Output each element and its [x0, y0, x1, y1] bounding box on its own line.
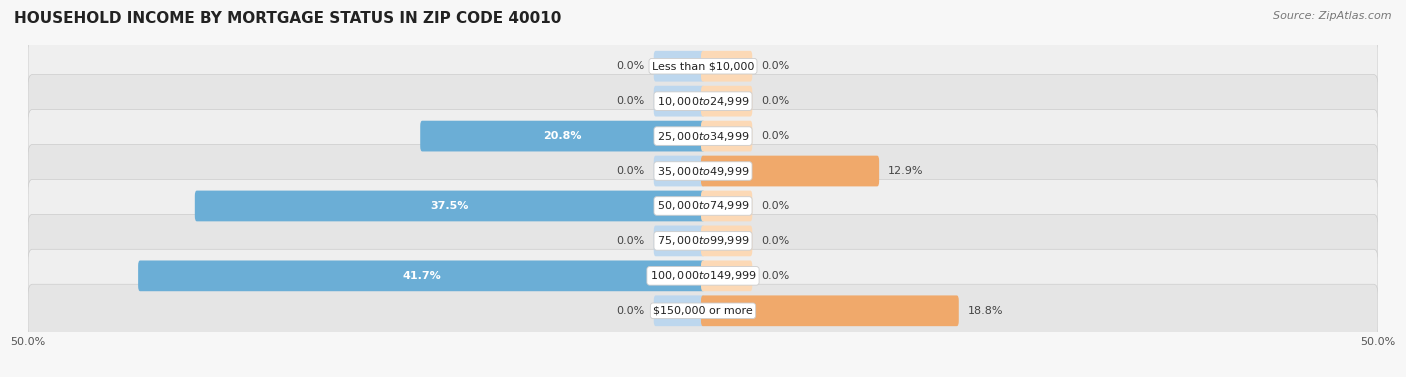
FancyBboxPatch shape: [702, 261, 752, 291]
FancyBboxPatch shape: [28, 40, 1378, 93]
FancyBboxPatch shape: [28, 284, 1378, 337]
Text: 0.0%: 0.0%: [761, 96, 789, 106]
FancyBboxPatch shape: [654, 225, 704, 256]
Text: 0.0%: 0.0%: [617, 236, 645, 246]
FancyBboxPatch shape: [28, 249, 1378, 302]
Text: $100,000 to $149,999: $100,000 to $149,999: [650, 269, 756, 282]
FancyBboxPatch shape: [654, 156, 704, 186]
FancyBboxPatch shape: [654, 86, 704, 116]
Text: HOUSEHOLD INCOME BY MORTGAGE STATUS IN ZIP CODE 40010: HOUSEHOLD INCOME BY MORTGAGE STATUS IN Z…: [14, 11, 561, 26]
Text: $35,000 to $49,999: $35,000 to $49,999: [657, 164, 749, 178]
Text: 0.0%: 0.0%: [617, 61, 645, 71]
Text: 37.5%: 37.5%: [430, 201, 470, 211]
FancyBboxPatch shape: [702, 225, 752, 256]
Text: 0.0%: 0.0%: [761, 131, 789, 141]
FancyBboxPatch shape: [702, 121, 752, 152]
Text: 0.0%: 0.0%: [761, 61, 789, 71]
Text: 41.7%: 41.7%: [402, 271, 441, 281]
Text: 0.0%: 0.0%: [617, 166, 645, 176]
FancyBboxPatch shape: [28, 215, 1378, 267]
Text: 0.0%: 0.0%: [617, 96, 645, 106]
Text: $50,000 to $74,999: $50,000 to $74,999: [657, 199, 749, 213]
FancyBboxPatch shape: [195, 191, 704, 221]
FancyBboxPatch shape: [702, 51, 752, 81]
Text: 0.0%: 0.0%: [761, 236, 789, 246]
Text: $25,000 to $34,999: $25,000 to $34,999: [657, 130, 749, 143]
FancyBboxPatch shape: [702, 191, 752, 221]
FancyBboxPatch shape: [28, 75, 1378, 128]
FancyBboxPatch shape: [654, 51, 704, 81]
Text: 0.0%: 0.0%: [617, 306, 645, 316]
FancyBboxPatch shape: [702, 156, 879, 186]
FancyBboxPatch shape: [138, 261, 704, 291]
Text: $10,000 to $24,999: $10,000 to $24,999: [657, 95, 749, 108]
FancyBboxPatch shape: [28, 110, 1378, 162]
Text: $150,000 or more: $150,000 or more: [654, 306, 752, 316]
FancyBboxPatch shape: [28, 144, 1378, 198]
Text: 0.0%: 0.0%: [761, 271, 789, 281]
Text: Less than $10,000: Less than $10,000: [652, 61, 754, 71]
FancyBboxPatch shape: [420, 121, 704, 152]
FancyBboxPatch shape: [28, 179, 1378, 233]
Text: 12.9%: 12.9%: [889, 166, 924, 176]
Text: 18.8%: 18.8%: [967, 306, 1002, 316]
Text: 0.0%: 0.0%: [761, 201, 789, 211]
FancyBboxPatch shape: [702, 296, 959, 326]
Text: 20.8%: 20.8%: [543, 131, 582, 141]
FancyBboxPatch shape: [702, 86, 752, 116]
FancyBboxPatch shape: [654, 296, 704, 326]
Text: $75,000 to $99,999: $75,000 to $99,999: [657, 234, 749, 247]
Text: Source: ZipAtlas.com: Source: ZipAtlas.com: [1274, 11, 1392, 21]
